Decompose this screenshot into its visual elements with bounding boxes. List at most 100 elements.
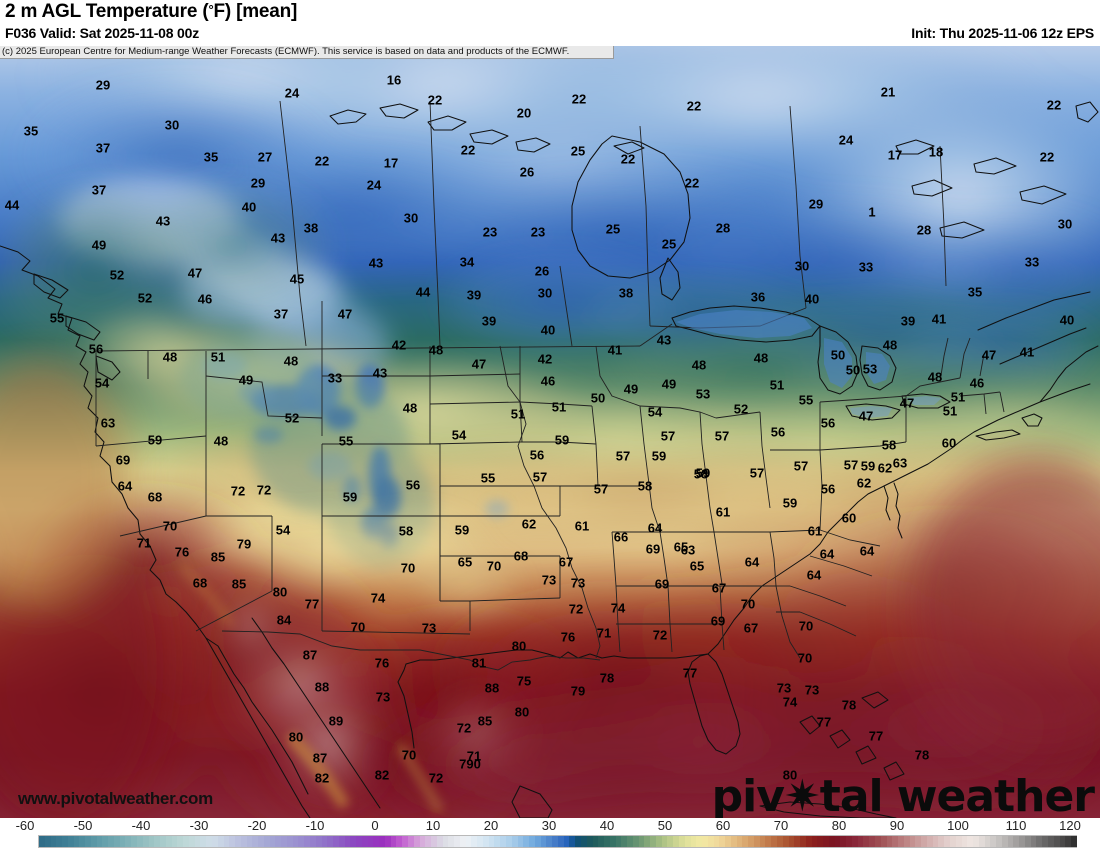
colorbar-segment bbox=[44, 836, 51, 847]
temperature-label: 58 bbox=[693, 466, 709, 482]
colorbar-segment bbox=[102, 836, 109, 847]
temperature-label: 39 bbox=[466, 287, 482, 303]
colorbar-segment bbox=[661, 836, 668, 847]
temperature-label: 41 bbox=[931, 311, 947, 327]
temperature-label: 56 bbox=[770, 424, 786, 440]
temperature-label: 64 bbox=[744, 554, 760, 570]
temperature-label: 71 bbox=[596, 625, 612, 641]
colorbar-tick-labels: -60 -50 -40 -30 -20 -10 0 10 20 30 40 50 60 70 80 90 100… bbox=[0, 818, 1100, 834]
logo-text-pre: piv bbox=[711, 771, 785, 818]
temperature-label: 39 bbox=[481, 313, 497, 329]
colorbar-segment bbox=[304, 836, 310, 847]
temperature-label: 42 bbox=[391, 337, 407, 353]
colorbar-segment bbox=[148, 836, 155, 847]
temperature-label: 47 bbox=[187, 265, 203, 281]
colorbar-segment bbox=[171, 836, 178, 847]
colorbar-segment bbox=[846, 836, 852, 847]
temperature-label: 30 bbox=[403, 210, 419, 226]
colorbar-segment bbox=[805, 836, 812, 847]
temperature-label: 50 bbox=[830, 347, 846, 363]
temperature-label: 52 bbox=[109, 267, 125, 283]
colorbar-tick: 0 bbox=[371, 818, 379, 833]
temperature-label: 70 bbox=[350, 619, 366, 635]
colorbar-segment bbox=[1007, 836, 1014, 847]
temperature-label: 81 bbox=[471, 655, 487, 671]
colorbar-segment bbox=[529, 836, 535, 847]
temperature-label: 28 bbox=[715, 220, 731, 236]
gear-icon: ✷ bbox=[783, 771, 821, 818]
colorbar-segment bbox=[333, 836, 339, 847]
temperature-label: 49 bbox=[623, 381, 639, 397]
colorbar-segment bbox=[459, 836, 466, 847]
colorbar-segment bbox=[1001, 836, 1008, 847]
temperature-label: 76 bbox=[560, 629, 576, 645]
colorbar-segment bbox=[886, 836, 893, 847]
temperature-label: 54 bbox=[275, 522, 291, 538]
temperature-label: 49 bbox=[661, 376, 677, 392]
colorbar-segment bbox=[598, 836, 605, 847]
colorbar-segment bbox=[569, 836, 576, 847]
colorbar-segment bbox=[753, 836, 760, 847]
temperature-map[interactable]: (c) 2025 European Centre for Medium-rang… bbox=[0, 46, 1100, 818]
temperature-label: 45 bbox=[289, 271, 305, 287]
temperature-label: 26 bbox=[534, 263, 550, 279]
temperature-label: 29 bbox=[95, 77, 111, 93]
temperature-label: 50 bbox=[845, 362, 861, 378]
temperature-label: 37 bbox=[95, 140, 111, 156]
colorbar-segment bbox=[275, 836, 282, 847]
temperature-label: 43 bbox=[155, 213, 171, 229]
temperature-label: 40 bbox=[241, 199, 257, 215]
temperature-label: 54 bbox=[451, 427, 467, 443]
ocean-fields bbox=[0, 356, 1100, 818]
colorbar-segment bbox=[557, 836, 564, 847]
temperature-label: 43 bbox=[656, 332, 672, 348]
temperature-label: 57 bbox=[749, 465, 765, 481]
temperature-label: 35 bbox=[967, 284, 983, 300]
temperature-label: 48 bbox=[283, 353, 299, 369]
colorbar-tick: 50 bbox=[657, 818, 673, 833]
colorbar-segment bbox=[609, 836, 616, 847]
colorbar-segment bbox=[892, 836, 899, 847]
temperature-label: 33 bbox=[1024, 254, 1040, 270]
colorbar-tick: 10 bbox=[425, 818, 441, 833]
temperature-label: 55 bbox=[480, 470, 496, 486]
colorbar-segment bbox=[235, 836, 241, 847]
temperature-label: 59 bbox=[554, 432, 570, 448]
temperature-label: 70 bbox=[401, 747, 417, 763]
colorbar-gradient[interactable] bbox=[38, 835, 1077, 848]
temperature-label: 52 bbox=[284, 410, 300, 426]
temperature-label: 37 bbox=[273, 306, 289, 322]
temperature-label: 23 bbox=[482, 224, 498, 240]
colorbar-segment bbox=[217, 836, 224, 847]
colorbar-segment bbox=[794, 836, 801, 847]
colorbar-tick: 80 bbox=[831, 818, 847, 833]
temperature-label: 24 bbox=[284, 85, 300, 101]
colorbar-segment bbox=[1019, 836, 1025, 847]
colorbar-segment bbox=[817, 836, 824, 847]
temperature-label: 48 bbox=[213, 433, 229, 449]
temperature-label: 72 bbox=[652, 627, 668, 643]
temperature-label: 73 bbox=[804, 682, 820, 698]
colorbar-segment bbox=[108, 836, 114, 847]
temperature-label: 30 bbox=[1057, 216, 1073, 232]
temperature-label: 57 bbox=[843, 457, 859, 473]
temperature-label: 46 bbox=[197, 291, 213, 307]
temperature-label: 79 bbox=[236, 536, 252, 552]
temperature-label: 28 bbox=[916, 222, 932, 238]
colorbar-segment bbox=[996, 836, 1002, 847]
temperature-label: 64 bbox=[819, 546, 835, 562]
colorbar-segment bbox=[725, 836, 731, 847]
colorbar-segment bbox=[350, 836, 357, 847]
colorbar-segment bbox=[840, 836, 847, 847]
colorbar-legend[interactable]: -60 -50 -40 -30 -20 -10 0 10 20 30 40 50 60 70 80 90 100… bbox=[0, 818, 1100, 850]
temperature-label: 74 bbox=[370, 590, 386, 606]
colorbar-segment bbox=[898, 836, 904, 847]
temperature-label: 44 bbox=[4, 197, 20, 213]
temperature-label: 55 bbox=[49, 310, 65, 326]
colorbar-segment bbox=[85, 836, 91, 847]
temperature-label: 60 bbox=[941, 435, 957, 451]
temperature-label: 46 bbox=[969, 375, 985, 391]
temperature-label: 76 bbox=[374, 655, 390, 671]
colorbar-segment bbox=[604, 836, 610, 847]
temperature-label: 23 bbox=[530, 224, 546, 240]
